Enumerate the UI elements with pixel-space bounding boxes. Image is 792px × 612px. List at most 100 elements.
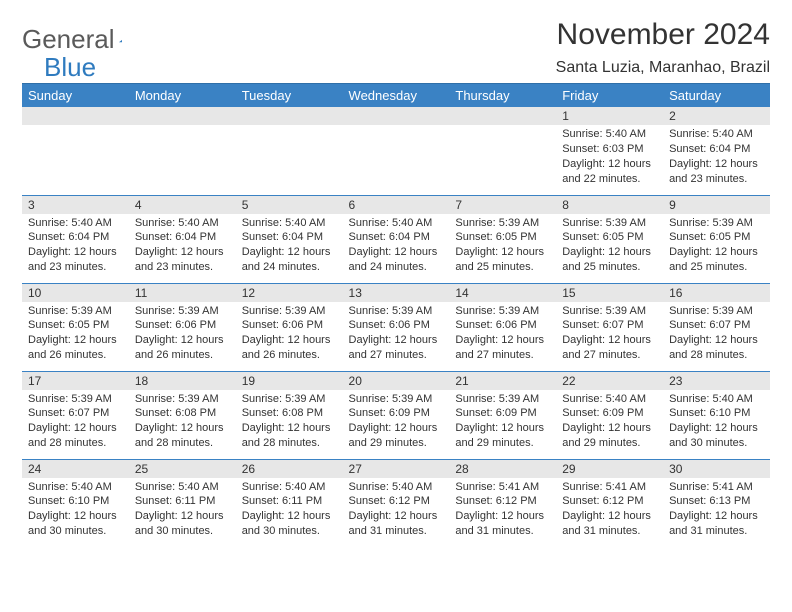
calendar-cell: 27Sunrise: 5:40 AMSunset: 6:12 PMDayligh… bbox=[343, 459, 450, 547]
day-number bbox=[22, 107, 129, 125]
calendar-cell: 16Sunrise: 5:39 AMSunset: 6:07 PMDayligh… bbox=[663, 283, 770, 371]
cell-details: Sunrise: 5:39 AMSunset: 6:05 PMDaylight:… bbox=[663, 214, 770, 279]
day-header: Friday bbox=[556, 84, 663, 108]
cell-details: Sunrise: 5:39 AMSunset: 6:05 PMDaylight:… bbox=[22, 302, 129, 367]
logo: General bbox=[22, 18, 141, 55]
day-number: 29 bbox=[556, 460, 663, 478]
sunset-text: Sunset: 6:05 PM bbox=[562, 230, 657, 245]
day-number: 13 bbox=[343, 284, 450, 302]
day-header: Sunday bbox=[22, 84, 129, 108]
day-number: 2 bbox=[663, 107, 770, 125]
sunset-text: Sunset: 6:07 PM bbox=[669, 318, 764, 333]
sunset-text: Sunset: 6:06 PM bbox=[242, 318, 337, 333]
daylight-text: Daylight: 12 hours and 30 minutes. bbox=[135, 509, 230, 539]
day-number: 5 bbox=[236, 196, 343, 214]
day-number: 3 bbox=[22, 196, 129, 214]
calendar-cell: 6Sunrise: 5:40 AMSunset: 6:04 PMDaylight… bbox=[343, 195, 450, 283]
sunset-text: Sunset: 6:12 PM bbox=[455, 494, 550, 509]
calendar-week-row: 24Sunrise: 5:40 AMSunset: 6:10 PMDayligh… bbox=[22, 459, 770, 547]
day-number: 27 bbox=[343, 460, 450, 478]
calendar-cell: 15Sunrise: 5:39 AMSunset: 6:07 PMDayligh… bbox=[556, 283, 663, 371]
cell-details: Sunrise: 5:41 AMSunset: 6:12 PMDaylight:… bbox=[556, 478, 663, 543]
day-number: 19 bbox=[236, 372, 343, 390]
calendar-cell: 28Sunrise: 5:41 AMSunset: 6:12 PMDayligh… bbox=[449, 459, 556, 547]
cell-details: Sunrise: 5:40 AMSunset: 6:04 PMDaylight:… bbox=[663, 125, 770, 190]
calendar-cell bbox=[129, 107, 236, 195]
day-number: 10 bbox=[22, 284, 129, 302]
daylight-text: Daylight: 12 hours and 27 minutes. bbox=[455, 333, 550, 363]
cell-details: Sunrise: 5:40 AMSunset: 6:04 PMDaylight:… bbox=[22, 214, 129, 279]
sunrise-text: Sunrise: 5:39 AM bbox=[562, 304, 657, 319]
cell-details: Sunrise: 5:39 AMSunset: 6:08 PMDaylight:… bbox=[236, 390, 343, 455]
daylight-text: Daylight: 12 hours and 23 minutes. bbox=[28, 245, 123, 275]
cell-details: Sunrise: 5:39 AMSunset: 6:07 PMDaylight:… bbox=[556, 302, 663, 367]
sunrise-text: Sunrise: 5:39 AM bbox=[455, 392, 550, 407]
sunrise-text: Sunrise: 5:40 AM bbox=[135, 216, 230, 231]
cell-details: Sunrise: 5:39 AMSunset: 6:06 PMDaylight:… bbox=[236, 302, 343, 367]
cell-details: Sunrise: 5:39 AMSunset: 6:09 PMDaylight:… bbox=[343, 390, 450, 455]
sunset-text: Sunset: 6:05 PM bbox=[455, 230, 550, 245]
cell-details: Sunrise: 5:39 AMSunset: 6:09 PMDaylight:… bbox=[449, 390, 556, 455]
day-number: 26 bbox=[236, 460, 343, 478]
sunrise-text: Sunrise: 5:40 AM bbox=[349, 480, 444, 495]
sunrise-text: Sunrise: 5:39 AM bbox=[242, 304, 337, 319]
calendar-cell: 26Sunrise: 5:40 AMSunset: 6:11 PMDayligh… bbox=[236, 459, 343, 547]
sunset-text: Sunset: 6:13 PM bbox=[669, 494, 764, 509]
day-number: 21 bbox=[449, 372, 556, 390]
day-number: 7 bbox=[449, 196, 556, 214]
calendar-week-row: 3Sunrise: 5:40 AMSunset: 6:04 PMDaylight… bbox=[22, 195, 770, 283]
sunrise-text: Sunrise: 5:39 AM bbox=[28, 392, 123, 407]
cell-details: Sunrise: 5:40 AMSunset: 6:04 PMDaylight:… bbox=[236, 214, 343, 279]
sunset-text: Sunset: 6:11 PM bbox=[242, 494, 337, 509]
calendar-week-row: 1Sunrise: 5:40 AMSunset: 6:03 PMDaylight… bbox=[22, 107, 770, 195]
calendar-cell: 24Sunrise: 5:40 AMSunset: 6:10 PMDayligh… bbox=[22, 459, 129, 547]
sunrise-text: Sunrise: 5:40 AM bbox=[562, 392, 657, 407]
sunrise-text: Sunrise: 5:40 AM bbox=[349, 216, 444, 231]
sunrise-text: Sunrise: 5:39 AM bbox=[349, 392, 444, 407]
day-number: 23 bbox=[663, 372, 770, 390]
day-header: Saturday bbox=[663, 84, 770, 108]
daylight-text: Daylight: 12 hours and 26 minutes. bbox=[242, 333, 337, 363]
daylight-text: Daylight: 12 hours and 27 minutes. bbox=[562, 333, 657, 363]
day-number: 12 bbox=[236, 284, 343, 302]
cell-details: Sunrise: 5:41 AMSunset: 6:12 PMDaylight:… bbox=[449, 478, 556, 543]
sunrise-text: Sunrise: 5:39 AM bbox=[669, 216, 764, 231]
sunset-text: Sunset: 6:04 PM bbox=[349, 230, 444, 245]
day-header-row: Sunday Monday Tuesday Wednesday Thursday… bbox=[22, 84, 770, 108]
day-header: Wednesday bbox=[343, 84, 450, 108]
sunrise-text: Sunrise: 5:40 AM bbox=[669, 127, 764, 142]
sunrise-text: Sunrise: 5:40 AM bbox=[28, 216, 123, 231]
sunrise-text: Sunrise: 5:40 AM bbox=[135, 480, 230, 495]
sunrise-text: Sunrise: 5:40 AM bbox=[242, 216, 337, 231]
calendar-cell: 18Sunrise: 5:39 AMSunset: 6:08 PMDayligh… bbox=[129, 371, 236, 459]
calendar-week-row: 17Sunrise: 5:39 AMSunset: 6:07 PMDayligh… bbox=[22, 371, 770, 459]
cell-details: Sunrise: 5:40 AMSunset: 6:04 PMDaylight:… bbox=[343, 214, 450, 279]
day-number: 20 bbox=[343, 372, 450, 390]
logo-text-1: General bbox=[22, 24, 115, 55]
calendar-cell bbox=[449, 107, 556, 195]
day-number: 8 bbox=[556, 196, 663, 214]
sunset-text: Sunset: 6:06 PM bbox=[349, 318, 444, 333]
sunset-text: Sunset: 6:04 PM bbox=[242, 230, 337, 245]
calendar-cell: 23Sunrise: 5:40 AMSunset: 6:10 PMDayligh… bbox=[663, 371, 770, 459]
calendar-cell: 25Sunrise: 5:40 AMSunset: 6:11 PMDayligh… bbox=[129, 459, 236, 547]
daylight-text: Daylight: 12 hours and 30 minutes. bbox=[242, 509, 337, 539]
sunrise-text: Sunrise: 5:39 AM bbox=[28, 304, 123, 319]
daylight-text: Daylight: 12 hours and 30 minutes. bbox=[28, 509, 123, 539]
cell-details: Sunrise: 5:40 AMSunset: 6:11 PMDaylight:… bbox=[236, 478, 343, 543]
sunrise-text: Sunrise: 5:39 AM bbox=[455, 216, 550, 231]
daylight-text: Daylight: 12 hours and 22 minutes. bbox=[562, 157, 657, 187]
sunrise-text: Sunrise: 5:39 AM bbox=[135, 304, 230, 319]
day-number: 24 bbox=[22, 460, 129, 478]
calendar-cell: 12Sunrise: 5:39 AMSunset: 6:06 PMDayligh… bbox=[236, 283, 343, 371]
calendar-table: Sunday Monday Tuesday Wednesday Thursday… bbox=[22, 83, 770, 547]
cell-details: Sunrise: 5:39 AMSunset: 6:05 PMDaylight:… bbox=[556, 214, 663, 279]
calendar-cell: 5Sunrise: 5:40 AMSunset: 6:04 PMDaylight… bbox=[236, 195, 343, 283]
sunset-text: Sunset: 6:09 PM bbox=[455, 406, 550, 421]
calendar-cell: 9Sunrise: 5:39 AMSunset: 6:05 PMDaylight… bbox=[663, 195, 770, 283]
day-number: 6 bbox=[343, 196, 450, 214]
calendar-cell: 20Sunrise: 5:39 AMSunset: 6:09 PMDayligh… bbox=[343, 371, 450, 459]
sunrise-text: Sunrise: 5:39 AM bbox=[669, 304, 764, 319]
logo-text-2: Blue bbox=[44, 52, 96, 83]
day-number: 15 bbox=[556, 284, 663, 302]
